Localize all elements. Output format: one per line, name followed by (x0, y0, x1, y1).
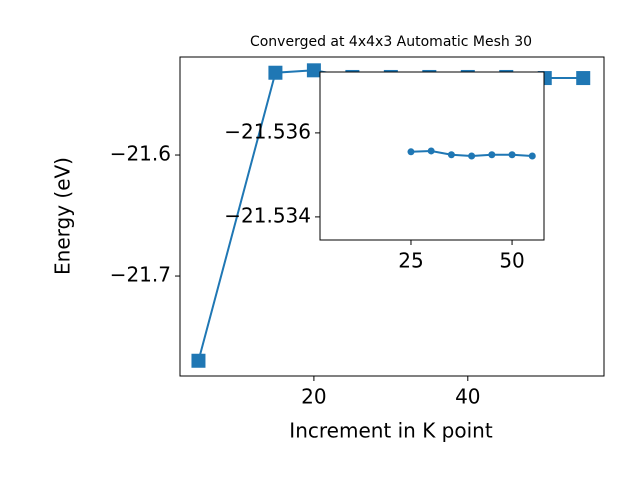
data-marker (427, 147, 435, 155)
x-tick-label: 20 (301, 385, 326, 409)
plot-area (407, 147, 536, 160)
x-tick-label: 25 (398, 249, 423, 273)
data-marker (407, 148, 415, 156)
data-marker (468, 152, 476, 160)
y-tick-label: −21.7 (110, 263, 171, 287)
data-marker (576, 71, 591, 86)
data-marker (447, 151, 455, 159)
x-tick-label: 40 (455, 385, 480, 409)
data-marker (191, 353, 206, 368)
y-tick-label: −21.6 (110, 142, 171, 166)
y-tick-label: −21.536 (224, 119, 311, 143)
y-axis-label: Energy (eV) (51, 157, 75, 275)
axes-frame (179, 56, 605, 377)
axes-background (320, 72, 544, 240)
data-marker (488, 151, 496, 159)
x-tick-label: 50 (499, 249, 524, 273)
y-tick-label: −21.534 (224, 203, 311, 227)
data-marker (528, 152, 536, 160)
x-axis-label: Increment in K point (289, 419, 493, 443)
axes-frame (319, 71, 545, 241)
chart-title: Converged at 4x4x3 Automatic Mesh 30 (250, 34, 532, 50)
data-marker (268, 65, 283, 80)
data-marker (306, 63, 321, 78)
data-marker (508, 151, 516, 159)
